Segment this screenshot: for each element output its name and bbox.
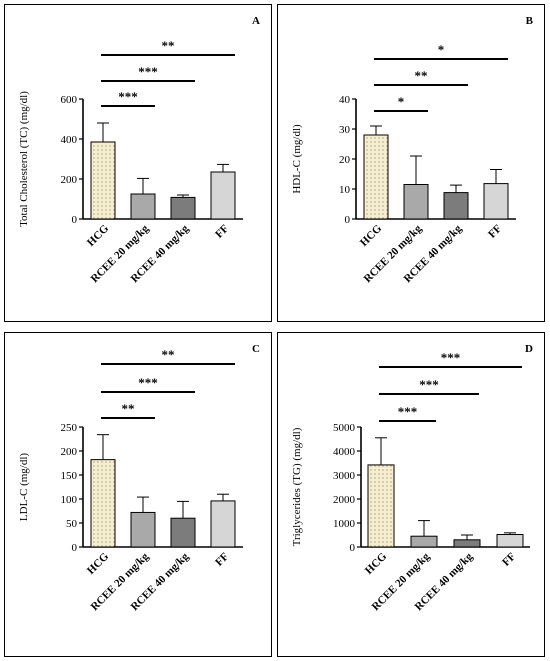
bar <box>170 517 196 548</box>
panel-label: C <box>252 343 260 355</box>
category-label: FF <box>486 222 504 240</box>
significance-label: *** <box>419 377 439 392</box>
y-tick-label: 30 <box>339 124 351 136</box>
panel-a: A Total Cholesterol (TC) (mg/dl) 0 200 400 60… <box>4 4 272 322</box>
significance-label: *** <box>138 64 158 79</box>
bar <box>210 500 236 548</box>
y-tick-label: 10 <box>339 184 351 196</box>
bar <box>367 464 395 548</box>
y-tick-label: 2000 <box>333 494 356 506</box>
bar <box>453 539 481 548</box>
category-label: FF <box>213 550 231 568</box>
significance-label: *** <box>441 350 461 365</box>
y-tick-label: 3000 <box>333 470 356 482</box>
y-tick-label: 250 <box>61 422 78 434</box>
y-axis-label: LDL-C (mg/dl) <box>18 453 30 521</box>
y-tick-label: 50 <box>66 518 78 530</box>
significance-label: *** <box>138 375 158 390</box>
bar <box>90 459 116 548</box>
y-tick-label: 400 <box>61 134 78 146</box>
y-tick-label: 1000 <box>333 518 356 530</box>
significance-label: ** <box>415 68 428 83</box>
category-label: HCG <box>85 222 112 249</box>
bar <box>410 535 438 548</box>
bar <box>403 184 429 220</box>
bar <box>483 183 509 220</box>
bar <box>130 193 156 220</box>
bar <box>496 534 524 548</box>
y-tick-label: 0 <box>72 214 78 226</box>
panel-d: D Triglycerides (TG) (mg/dl) 0 1000 2000 3000… <box>277 332 545 657</box>
significance-label: ** <box>122 401 135 416</box>
chart-d: D Triglycerides (TG) (mg/dl) 0 1000 2000 3000… <box>291 343 533 613</box>
y-axis-label: Triglycerides (TG) (mg/dl) <box>291 427 303 546</box>
bar <box>363 134 389 220</box>
significance-label: ** <box>162 347 175 362</box>
bar <box>130 511 156 548</box>
category-label: HCG <box>363 550 390 577</box>
significance-label: * <box>398 94 405 109</box>
bar <box>170 196 196 220</box>
panel-label: A <box>252 15 260 27</box>
bar <box>443 192 469 220</box>
y-tick-label: 4000 <box>333 446 356 458</box>
y-tick-label: 200 <box>61 174 78 186</box>
y-axis-label: Total Cholesterol (TC) (mg/dl) <box>18 91 30 227</box>
chart-a: A Total Cholesterol (TC) (mg/dl) 0 200 400 60… <box>18 15 260 285</box>
y-tick-label: 0 <box>350 542 356 554</box>
category-label: HCG <box>85 550 112 577</box>
y-tick-label: 0 <box>72 542 78 554</box>
panel-label: B <box>526 15 534 27</box>
category-label: HCG <box>358 222 385 249</box>
y-tick-label: 20 <box>339 154 351 166</box>
significance-label: *** <box>118 89 138 104</box>
category-label: FF <box>213 222 231 240</box>
significance-label: ** <box>162 38 175 53</box>
panel-b: B HDL-C (mg/dl) 0 10 20 30 40 HCG RCEE 20 mg/kg R… <box>277 4 545 322</box>
y-tick-label: 600 <box>61 94 78 106</box>
y-tick-label: 0 <box>345 214 351 226</box>
bar <box>90 141 116 220</box>
y-tick-label: 150 <box>61 470 78 482</box>
bar <box>210 171 236 220</box>
y-tick-label: 40 <box>339 94 351 106</box>
significance-label: * <box>438 42 445 57</box>
y-tick-label: 100 <box>61 494 78 506</box>
panel-c: C LDL-C (mg/dl) 0 50 100 150 200 250 HCG RCEE 20 … <box>4 332 272 657</box>
panel-label: D <box>525 343 533 355</box>
significance-label: *** <box>398 404 418 419</box>
y-tick-label: 5000 <box>333 422 356 434</box>
category-label: FF <box>500 550 518 568</box>
y-tick-label: 200 <box>61 446 78 458</box>
y-axis-label: HDL-C (mg/dl) <box>291 124 303 194</box>
